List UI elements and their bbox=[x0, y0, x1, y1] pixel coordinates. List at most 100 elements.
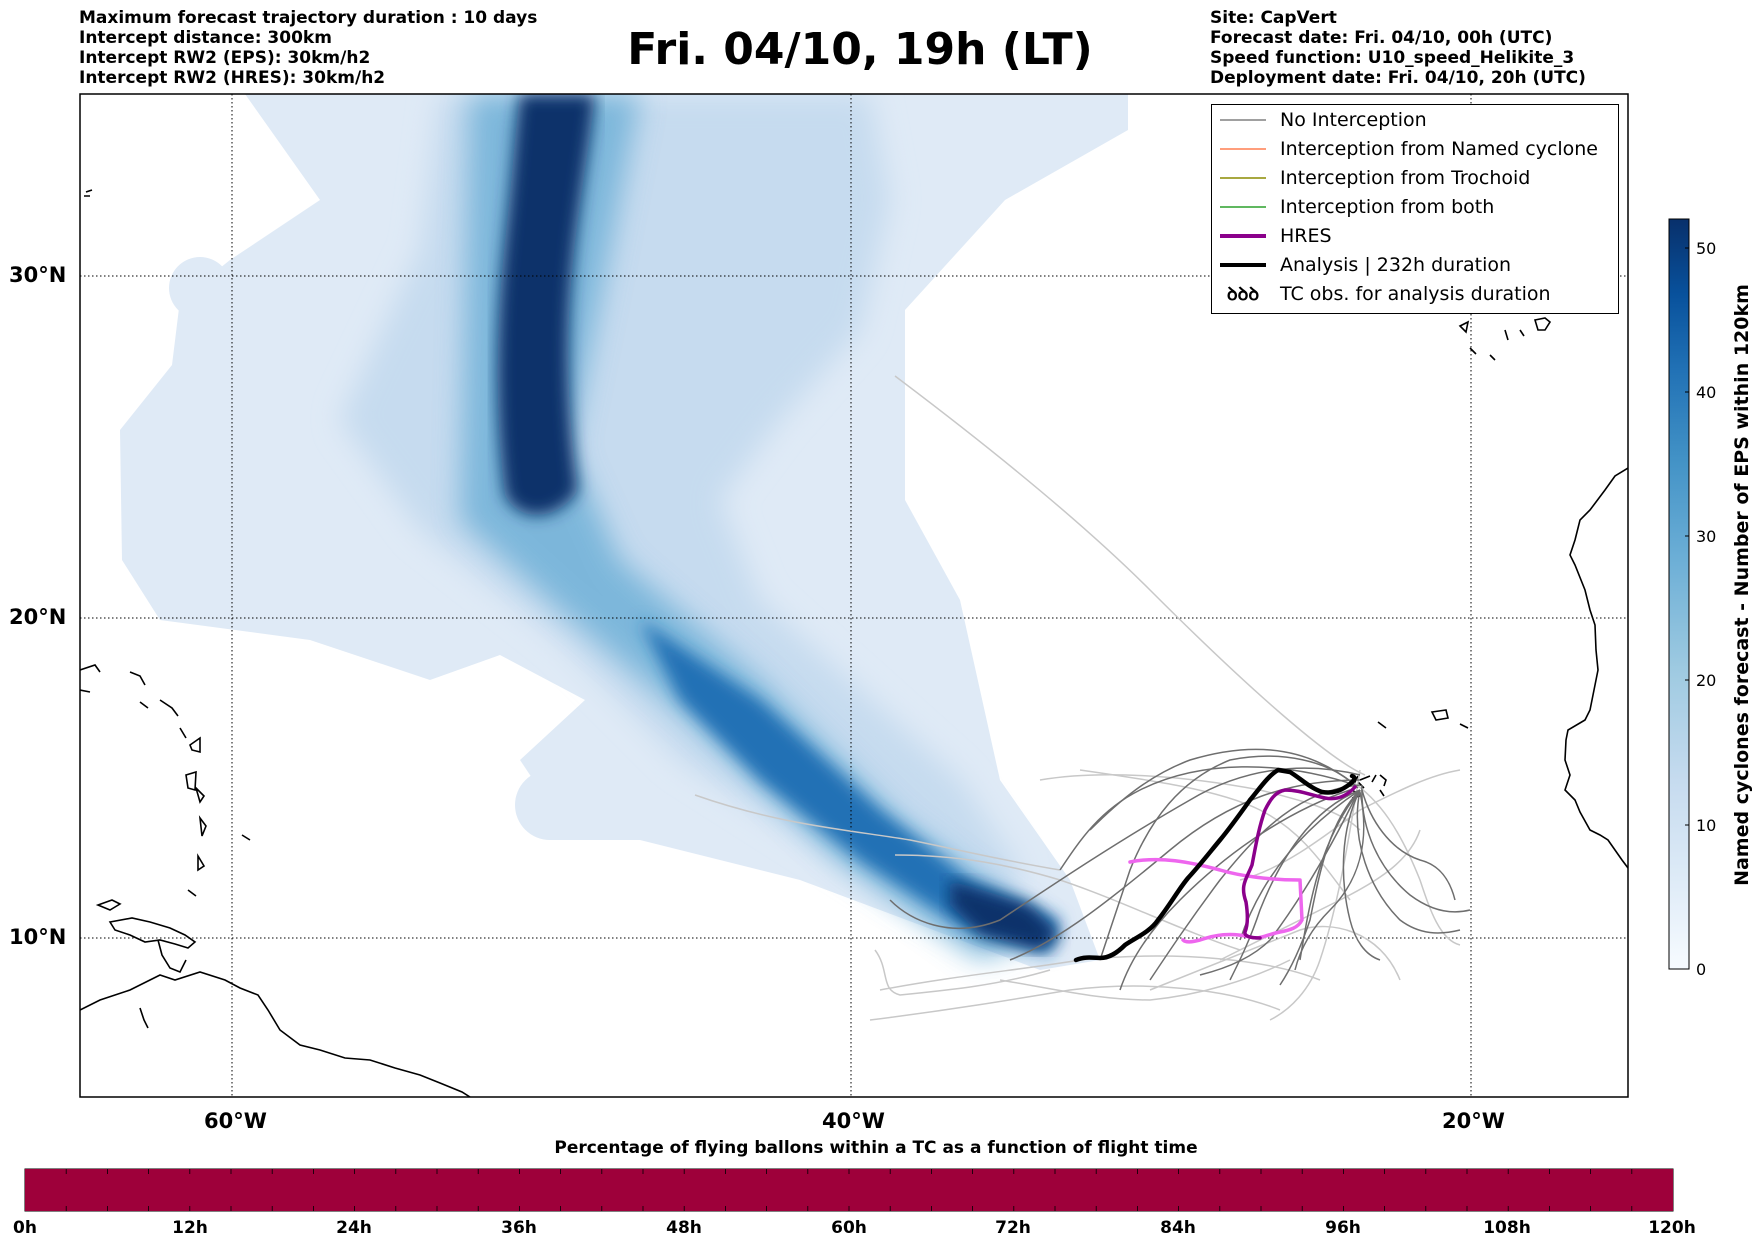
trajectory-light bbox=[1219, 829, 1421, 961]
legend-item: Interception from Trochoid bbox=[1220, 163, 1530, 192]
header-right-line: Forecast date: Fri. 04/10, 00h (UTC) bbox=[1210, 28, 1553, 48]
header-right-line: Site: CapVert bbox=[1210, 8, 1337, 28]
colorbar-tick: 20 bbox=[1696, 671, 1717, 690]
header-right-line: Speed function: U10_speed_Helikite_3 bbox=[1210, 48, 1575, 68]
ensemble-trajectories bbox=[694, 375, 1471, 1021]
trajectory-dark bbox=[1361, 784, 1471, 913]
legend-label: Interception from Named cyclone bbox=[1280, 137, 1598, 160]
cape-verde-islands bbox=[1351, 709, 1469, 799]
timeline-tick: 12h bbox=[172, 1218, 208, 1238]
header-left: Maximum forecast trajectory duration : 1… bbox=[79, 8, 537, 88]
trajectory-light bbox=[1269, 769, 1361, 1021]
trajectory-dark bbox=[1099, 755, 1359, 961]
legend-label: Interception from both bbox=[1280, 195, 1495, 218]
hres-trajectory bbox=[1128, 785, 1357, 944]
trajectory-light bbox=[879, 955, 1321, 991]
timeline-tick: 60h bbox=[831, 1218, 867, 1238]
colorbar-tick: 30 bbox=[1696, 527, 1717, 546]
lon-label: 40°W bbox=[822, 1109, 885, 1133]
legend-line-hres bbox=[1220, 233, 1266, 238]
trajectory-light bbox=[894, 375, 1366, 776]
trajectory-dark bbox=[1299, 789, 1361, 961]
legend-item: HRES bbox=[1220, 221, 1332, 250]
timeline-minor-ticks bbox=[65, 1169, 1633, 1211]
legend-label: HRES bbox=[1280, 224, 1332, 247]
legend-item: Interception from both bbox=[1220, 192, 1494, 221]
page-title: Fri. 04/10, 19h (LT) bbox=[627, 24, 1093, 75]
trajectory-dark bbox=[1199, 791, 1359, 976]
colorbar-tick: 10 bbox=[1696, 816, 1717, 835]
coastlines bbox=[80, 166, 1628, 1097]
timeline-tick: 36h bbox=[501, 1218, 537, 1238]
analysis-track bbox=[1073, 767, 1357, 963]
map-frame bbox=[79, 93, 1629, 1098]
trajectory-dark bbox=[1009, 779, 1361, 961]
trajectory-dark bbox=[1342, 789, 1381, 961]
legend-item: ꝺꝺꝺ TC obs. for analysis duration bbox=[1220, 279, 1551, 308]
trajectory-light bbox=[1239, 769, 1461, 881]
trajectory-dark bbox=[1356, 789, 1461, 934]
density-core-lower bbox=[950, 880, 1060, 950]
graticule bbox=[80, 94, 1628, 1097]
caribbean-island bbox=[95, 899, 122, 911]
timeline-tick: 72h bbox=[995, 1218, 1031, 1238]
legend-line-named-cyclone bbox=[1220, 147, 1266, 150]
trajectory-dark bbox=[1149, 784, 1361, 981]
header-left-line: Intercept RW2 (HRES): 30km/h2 bbox=[79, 68, 386, 88]
legend-item: No Interception bbox=[1220, 105, 1427, 134]
canary-islands bbox=[1458, 317, 1552, 361]
colorbar-ticks bbox=[1685, 247, 1689, 970]
timeline-tick: 96h bbox=[1325, 1218, 1361, 1238]
colorbar-tick: 50 bbox=[1696, 239, 1717, 258]
trajectory-dark bbox=[1059, 766, 1356, 871]
lon-label: 20°W bbox=[1442, 1109, 1505, 1133]
africa-coastline bbox=[1564, 467, 1628, 869]
trajectory-light bbox=[1149, 925, 1401, 991]
trajectory-dark bbox=[1361, 789, 1456, 901]
density-blob bbox=[169, 257, 231, 319]
timeline-tick: 84h bbox=[1160, 1218, 1196, 1238]
caribbean-island bbox=[108, 917, 197, 949]
legend-label: Analysis | 232h duration bbox=[1280, 253, 1512, 276]
trajectory-light bbox=[874, 949, 1051, 996]
south-america-coastline bbox=[80, 971, 471, 1097]
timeline-tick: 108h bbox=[1483, 1218, 1531, 1238]
timeline-tick: 24h bbox=[336, 1218, 372, 1238]
hres-track-purple bbox=[1241, 785, 1357, 940]
trajectory-light bbox=[869, 985, 1281, 1021]
map-area bbox=[80, 94, 1628, 1097]
legend-label: TC obs. for analysis duration bbox=[1280, 282, 1551, 305]
colorbar-label: Named cyclones forecast - Number of EPS … bbox=[1731, 284, 1752, 886]
header-right: Site: CapVert Forecast date: Fri. 04/10,… bbox=[1210, 8, 1586, 88]
colorbar-tick: 40 bbox=[1696, 383, 1717, 402]
colorbar-tick: 0 bbox=[1696, 960, 1707, 979]
caribbean-island bbox=[157, 939, 187, 974]
hres-track-pink bbox=[1128, 857, 1304, 944]
lat-label: 10°N bbox=[9, 925, 67, 949]
legend-item: Analysis | 232h duration bbox=[1220, 250, 1511, 279]
timeline-tick: 0h bbox=[13, 1218, 37, 1238]
trajectory-light bbox=[694, 794, 1061, 871]
timeline-tick: 48h bbox=[666, 1218, 702, 1238]
legend-line-no-interception bbox=[1220, 118, 1266, 121]
density-high-lower bbox=[640, 620, 1060, 955]
header-left-line: Intercept distance: 300km bbox=[79, 28, 332, 48]
legend-line-both bbox=[1220, 205, 1266, 208]
density-core-upper bbox=[497, 94, 595, 516]
trajectory-dark bbox=[889, 767, 1361, 929]
legend-label: No Interception bbox=[1280, 108, 1427, 131]
lat-label: 20°N bbox=[9, 605, 67, 629]
header-right-line: Deployment date: Fri. 04/10, 20h (UTC) bbox=[1210, 68, 1586, 88]
timeline-fill bbox=[25, 1169, 1673, 1211]
timeline-tick: 120h bbox=[1648, 1218, 1696, 1238]
caribbean-island bbox=[139, 1007, 149, 1029]
antilles-chain bbox=[80, 664, 251, 897]
trajectory-dark bbox=[1294, 791, 1365, 971]
trajectory-light bbox=[999, 959, 1291, 1001]
tc-obs-symbol-icon: ꝺꝺꝺ bbox=[1226, 283, 1260, 305]
trajectory-dark bbox=[1119, 789, 1351, 991]
trajectory-dark bbox=[1089, 748, 1356, 831]
legend-line-trochoid bbox=[1220, 176, 1266, 179]
trajectory-dark bbox=[1229, 789, 1361, 981]
